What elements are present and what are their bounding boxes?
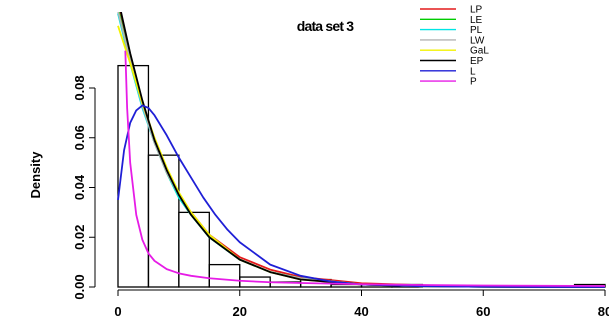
chart-title: data set 3 xyxy=(297,18,355,34)
legend-label: LW xyxy=(470,35,485,46)
legend-label: LP xyxy=(470,5,483,16)
histogram-bar xyxy=(178,211,210,288)
legend-label: L xyxy=(470,66,476,77)
x-tick-label: 20 xyxy=(233,304,247,319)
density-curves xyxy=(117,12,606,288)
series-line-pl xyxy=(117,13,605,288)
legend-label: GaL xyxy=(470,46,489,57)
y-tick-label: 0.08 xyxy=(72,75,87,100)
x-axis: 0 20 40 60 80 xyxy=(114,289,609,319)
histogram-bar xyxy=(117,64,150,288)
y-tick-label: 0.06 xyxy=(72,125,87,150)
y-tick-label: 0.00 xyxy=(72,274,87,299)
series-line-l xyxy=(117,104,605,288)
histogram-bar xyxy=(208,263,241,288)
series-line-lw xyxy=(117,12,605,288)
x-tick-label: 80 xyxy=(598,304,609,319)
y-tick-label: 0.04 xyxy=(72,174,87,200)
series-line-gal xyxy=(117,25,605,288)
y-axis-label: Density xyxy=(28,151,43,199)
y-axis: 0.00 0.02 0.04 0.06 0.08 xyxy=(72,75,96,300)
x-tick-label: 0 xyxy=(114,304,121,319)
y-tick-label: 0.02 xyxy=(72,225,87,250)
legend-label: P xyxy=(470,77,477,88)
series-line-lp xyxy=(119,12,605,288)
x-tick-label: 40 xyxy=(354,304,368,319)
legend-label: EP xyxy=(470,56,484,67)
legend-label: PL xyxy=(470,25,483,36)
series-line-ep xyxy=(120,12,605,288)
x-tick-label: 60 xyxy=(476,304,490,319)
series-line-p xyxy=(124,50,606,287)
series-line-le xyxy=(117,12,605,288)
legend-label: LE xyxy=(470,15,483,26)
